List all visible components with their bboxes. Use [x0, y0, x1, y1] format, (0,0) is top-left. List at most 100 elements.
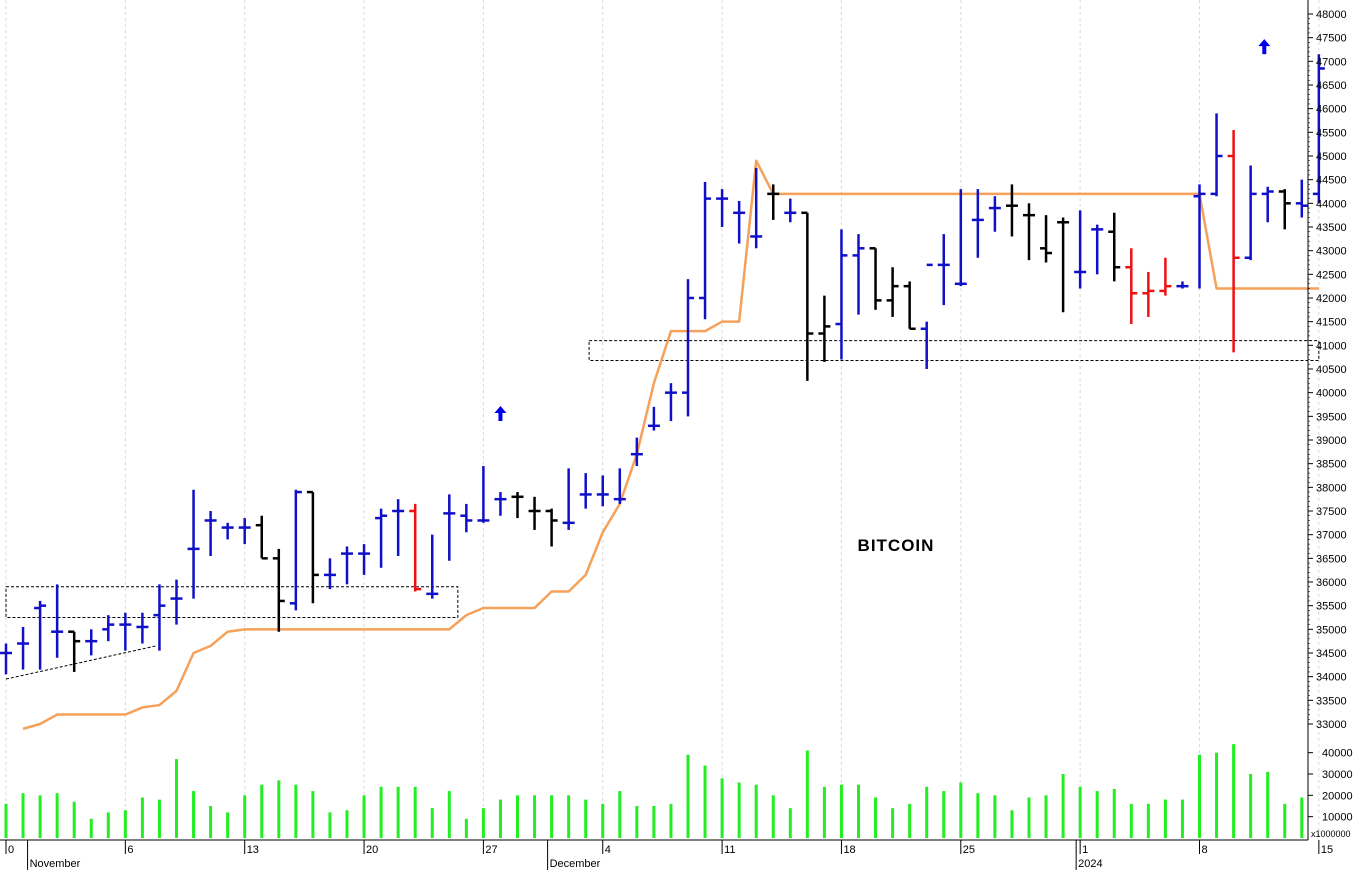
- ohlc-bar: [596, 475, 609, 507]
- ohlc-bar: [409, 503, 422, 592]
- price-tick-label: 38000: [1316, 482, 1347, 494]
- price-tick-label: 46000: [1316, 104, 1347, 116]
- price-tick-label: 42500: [1316, 269, 1347, 281]
- ohlc-bar: [1074, 210, 1087, 289]
- ohlc-bar: [767, 184, 780, 220]
- ohlc-bar: [255, 515, 268, 560]
- up-arrow-shaft: [498, 411, 503, 421]
- ohlc-bar: [818, 295, 831, 362]
- ohlc-bar: [1159, 257, 1172, 296]
- time-tick-label: 25: [963, 844, 975, 856]
- time-tick-label: 6: [127, 844, 133, 856]
- price-tick-label: 36000: [1316, 577, 1347, 589]
- ohlc-bar: [187, 489, 200, 599]
- time-tick-label: 1: [1082, 844, 1088, 856]
- ohlc-bar: [682, 279, 694, 417]
- ohlc-bar: [545, 508, 558, 547]
- ohlc-bar: [1227, 129, 1240, 353]
- ohlc-bar: [238, 518, 251, 545]
- ohlc-bar: [119, 612, 132, 651]
- ohlc-bar: [443, 494, 456, 561]
- up-arrow-head: [494, 405, 507, 413]
- price-tick-label: 42000: [1316, 293, 1347, 305]
- price-tick-label: 47500: [1316, 33, 1347, 45]
- price-tick-label: 41500: [1316, 317, 1347, 329]
- ohlc-bar: [34, 600, 47, 670]
- ohlc-bar: [579, 473, 592, 509]
- price-tick-label: 37500: [1316, 506, 1347, 518]
- ohlc-bar: [903, 281, 916, 331]
- ohlc-bar: [784, 198, 797, 223]
- ohlc-bar: [204, 511, 217, 556]
- ohlc-bar: [971, 189, 984, 258]
- price-tick-label: 34500: [1316, 648, 1347, 660]
- ohlc-bar: [1091, 224, 1104, 275]
- price-tick-label: 34000: [1316, 672, 1347, 684]
- time-tick-label: 20: [366, 844, 378, 856]
- up-arrow-icon: [494, 405, 507, 421]
- ohlc-bar: [136, 612, 149, 644]
- ohlc-bar: [323, 558, 336, 590]
- price-tick-label: 35000: [1316, 624, 1347, 636]
- ohlc-bar: [68, 630, 81, 672]
- ohlc-bar: [1142, 271, 1155, 317]
- time-tick-label: 13: [247, 844, 259, 856]
- trend-line: [5, 645, 157, 680]
- ohlc-bar: [920, 263, 933, 369]
- trailing-stop-line: [22, 159, 1319, 730]
- ohlc-bar: [988, 196, 1001, 232]
- price-tick-label: 39500: [1316, 411, 1347, 423]
- price-tick-label: 45000: [1316, 151, 1347, 163]
- price-tick-label: 33500: [1316, 695, 1347, 707]
- ohlc-bar: [1244, 165, 1257, 261]
- time-tick-label: 8: [1202, 844, 1208, 856]
- ohlc-bar: [613, 468, 626, 504]
- price-tick-label: 43500: [1316, 222, 1347, 234]
- time-tick-label: 18: [843, 844, 855, 856]
- volume-tick-label: 40000: [1322, 748, 1353, 760]
- ohlc-bar: [562, 468, 575, 530]
- price-tick-label: 40000: [1316, 388, 1347, 400]
- price-tick-label: 41000: [1316, 340, 1347, 352]
- up-arrow-head: [1258, 39, 1271, 47]
- ohlc-bar: [733, 200, 746, 244]
- ohlc-bar: [17, 626, 30, 670]
- ohlc-bar: [392, 499, 405, 556]
- price-tick-label: 44500: [1316, 175, 1347, 187]
- ohlc-bar: [1261, 186, 1274, 223]
- price-tick-label: 38500: [1316, 459, 1347, 471]
- ohlc-bar: [170, 579, 183, 625]
- trailing-stop-line-path: [22, 159, 1319, 730]
- ohlc-bar: [1040, 215, 1053, 263]
- month-label: November: [30, 858, 81, 870]
- price-tick-label: 46500: [1316, 80, 1347, 92]
- volume-bars: [4, 744, 1304, 838]
- ohlc-bar: [716, 189, 729, 227]
- ohlc-bar: [272, 548, 285, 632]
- ohlc-bar: [1278, 189, 1291, 230]
- price-tick-label: 39000: [1316, 435, 1347, 447]
- ohlc-bar: [886, 267, 899, 317]
- ohlc-bar: [954, 189, 967, 287]
- ohlc-bar: [1005, 184, 1018, 237]
- price-tick-label: 44000: [1316, 198, 1347, 210]
- month-label: December: [550, 858, 601, 870]
- consolidation-box: [5, 586, 459, 619]
- ohlc-bar: [102, 615, 115, 642]
- ohlc-bar: [801, 211, 814, 381]
- ohlc-bars: [0, 54, 1325, 675]
- volume-tick-label: 30000: [1322, 769, 1353, 781]
- ohlc-bar: [1210, 113, 1223, 197]
- volume-tick-label: 10000: [1322, 812, 1353, 824]
- ohlc-bar: [630, 437, 643, 467]
- chart-title: BITCOIN: [858, 536, 935, 555]
- ohlc-bar: [51, 584, 64, 658]
- volume-tick-label: 20000: [1322, 790, 1353, 802]
- ohlc-bar: [375, 508, 388, 568]
- ohlc-bar: [647, 406, 660, 431]
- ohlc-bar: [852, 234, 865, 315]
- price-tick-label: 43000: [1316, 246, 1347, 258]
- ohlc-bar: [0, 643, 12, 675]
